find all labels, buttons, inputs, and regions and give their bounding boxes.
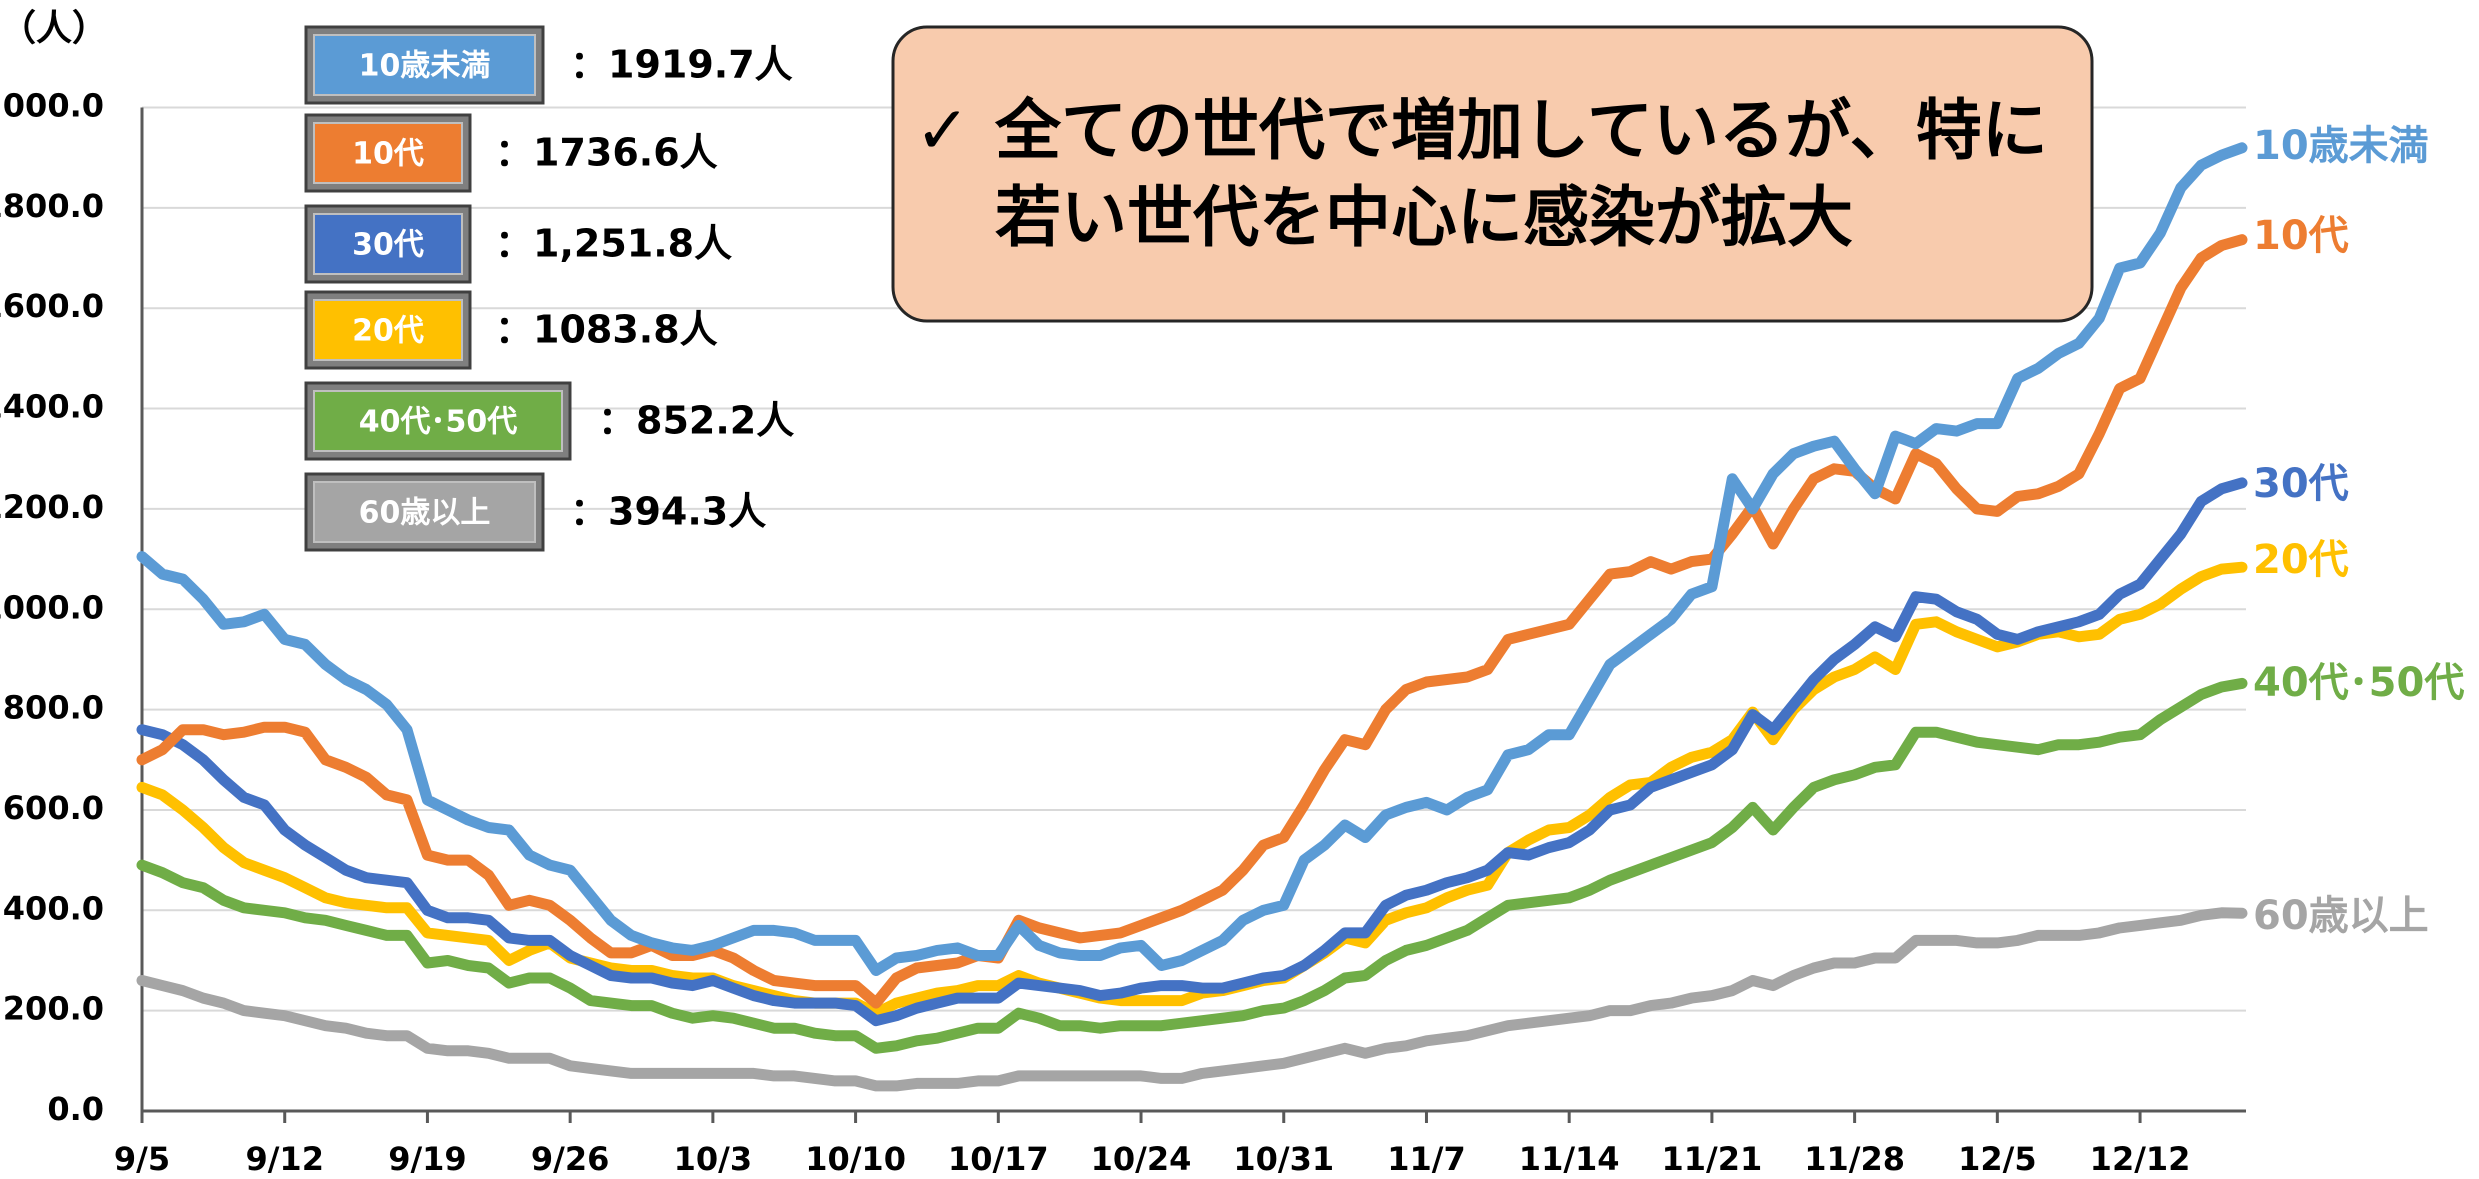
legend-value: ：1,251.8人 (495, 222, 732, 266)
x-tick-label: 11/21 (1662, 1140, 1763, 1178)
x-tick-label: 10/31 (1233, 1140, 1334, 1178)
x-tick-label: 11/7 (1387, 1140, 1465, 1178)
y-tick-label: 1000.0 (0, 588, 104, 626)
legend-value: ：1736.6人 (495, 131, 718, 175)
legend-box (313, 213, 463, 275)
series-line (136, 907, 2248, 1092)
legend-box (313, 34, 536, 96)
x-tick-label: 9/19 (388, 1140, 466, 1178)
series-line (136, 477, 2248, 1027)
x-tick-label: 10/10 (805, 1140, 906, 1178)
series-end-label: 40代･50代 (2253, 660, 2464, 706)
x-tick-label: 10/24 (1091, 1140, 1192, 1178)
x-tick-label: 10/17 (948, 1140, 1049, 1178)
legend-label: 20代 (352, 314, 424, 349)
x-tick-label: 12/5 (1958, 1140, 2036, 1178)
legend-label: 40代･50代 (359, 405, 518, 440)
series-end-label: 20代 (2253, 537, 2349, 583)
series-end-label: 60歳以上 (2253, 893, 2429, 939)
legend-value: ：394.3人 (570, 490, 766, 534)
series-end-label: 30代 (2253, 461, 2349, 507)
callout-box (891, 25, 2094, 323)
callout-line: 全ての世代で増加しているが、特に (994, 92, 2048, 169)
y-tick-label: 200.0 (3, 990, 104, 1028)
x-tick-label: 9/5 (114, 1140, 170, 1178)
series-end-label: 10代 (2253, 213, 2349, 259)
x-tick-label: 9/12 (245, 1140, 323, 1178)
callout-line: 若い世代を中心に感染が拡大 (995, 179, 1853, 256)
x-tick-label: 11/28 (1804, 1140, 1905, 1178)
legend-label: 10歳未満 (359, 49, 491, 84)
series-line (136, 561, 2248, 1019)
series-line (136, 234, 2248, 1009)
y-axis-label: （人） (0, 8, 108, 49)
x-tick-label: 10/3 (674, 1140, 752, 1178)
y-tick-label: 1200.0 (0, 488, 104, 526)
series-end-label: 10歳未満 (2253, 123, 2429, 169)
legend-value: ：852.2人 (598, 399, 794, 443)
y-tick-label: 600.0 (3, 789, 104, 827)
y-tick-label: 2000.0 (0, 87, 104, 125)
legend-box (313, 299, 463, 361)
y-tick-label: 1800.0 (0, 187, 104, 225)
legend-box (313, 390, 563, 452)
check-mark: ✓ (915, 92, 970, 169)
series-line (136, 677, 2248, 1054)
legend-label: 60歳以上 (359, 496, 491, 531)
legend-label: 30代 (352, 228, 424, 263)
y-tick-label: 1600.0 (0, 287, 104, 325)
series-line (136, 142, 2248, 976)
legend-box (313, 481, 536, 543)
y-tick-label: 0.0 (47, 1090, 104, 1128)
y-tick-label: 800.0 (3, 689, 104, 727)
y-tick-label: 400.0 (3, 889, 104, 927)
x-tick-label: 9/26 (531, 1140, 609, 1178)
x-tick-label: 12/12 (2090, 1140, 2191, 1178)
legend-box (313, 122, 463, 184)
x-tick-label: 11/14 (1519, 1140, 1620, 1178)
legend-label: 10代 (352, 137, 424, 172)
legend-value: ：1083.8人 (495, 308, 718, 352)
y-tick-label: 1400.0 (0, 388, 104, 426)
legend-value: ：1919.7人 (570, 43, 793, 87)
